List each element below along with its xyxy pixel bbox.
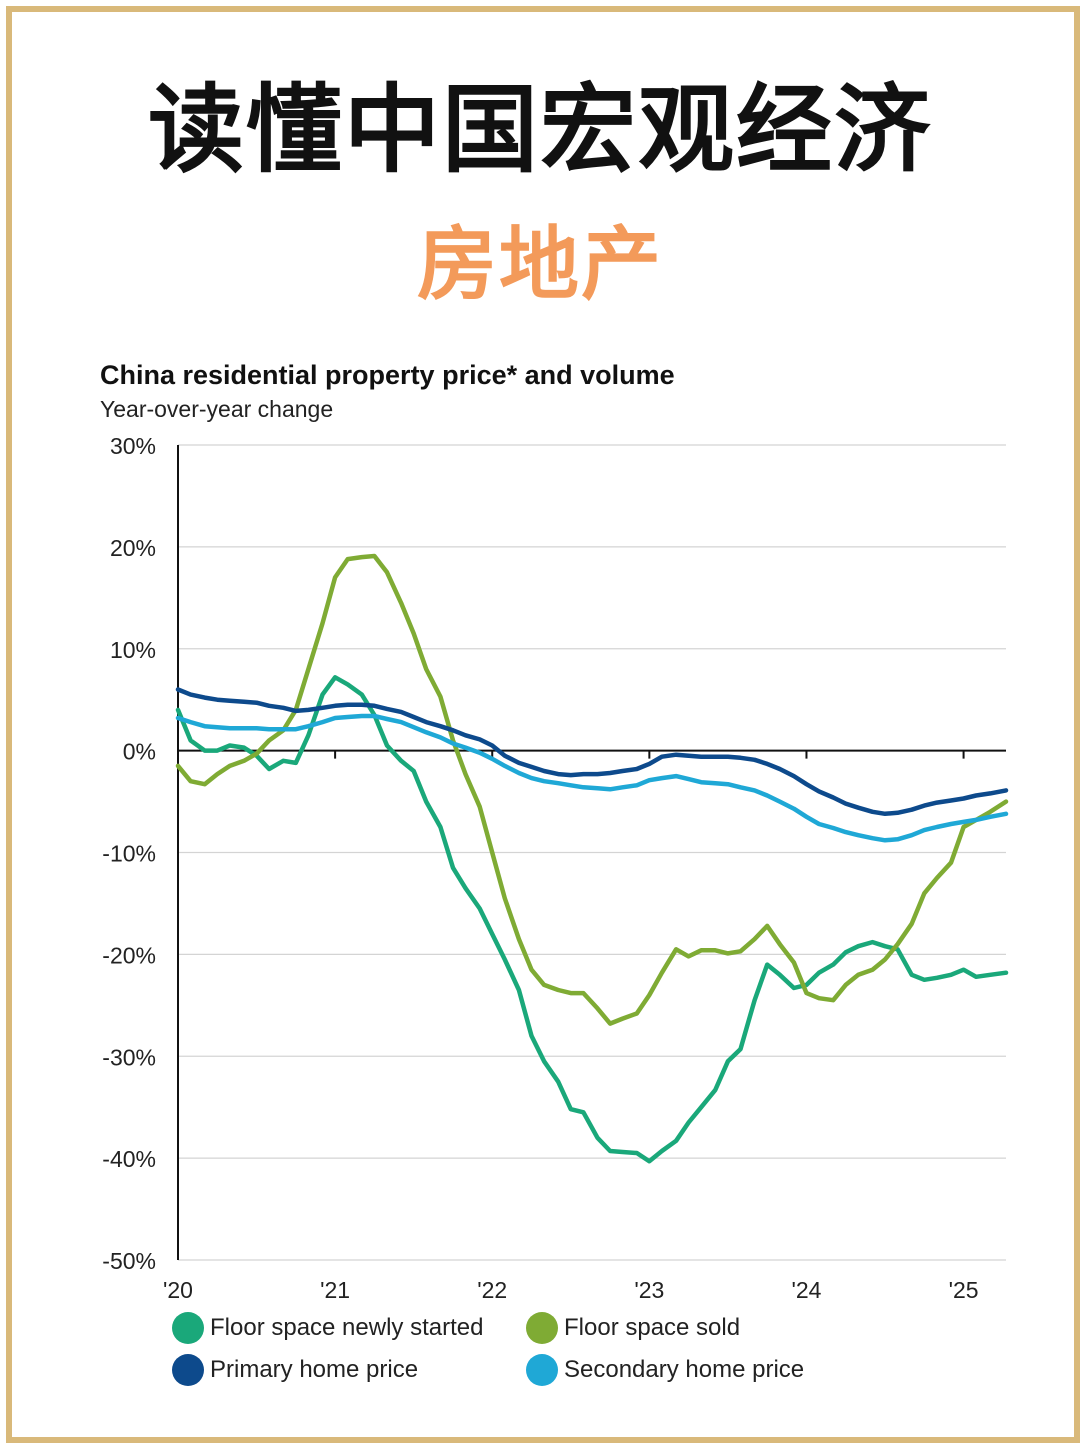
y-tick-label: -10% xyxy=(102,841,156,867)
page-title: 读懂中国宏观经济 xyxy=(148,73,932,186)
x-tick-label: '24 xyxy=(791,1277,821,1303)
y-tick-label: -30% xyxy=(102,1044,156,1070)
x-tick-label: '23 xyxy=(634,1277,664,1303)
legend-label-sold: Floor space sold xyxy=(564,1314,741,1341)
chart-subtitle: Year-over-year change xyxy=(100,396,334,422)
legend-label-newly-started: Floor space newly started xyxy=(210,1314,484,1341)
legend-swatch-secondary xyxy=(526,1354,558,1386)
y-tick-label: 20% xyxy=(110,535,156,561)
legend-item-secondary: Secondary home price xyxy=(526,1354,804,1386)
series-line-1 xyxy=(175,553,1009,1026)
x-tick-label: '21 xyxy=(320,1277,350,1303)
legend-swatch-primary xyxy=(172,1354,204,1386)
x-tick-label: '22 xyxy=(477,1277,507,1303)
legend-swatch-sold xyxy=(526,1312,558,1344)
y-tick-label: 10% xyxy=(110,637,156,663)
legend-swatch-newly-started xyxy=(172,1312,204,1344)
legend-label-primary: Primary home price xyxy=(210,1356,419,1383)
series-line-3 xyxy=(175,713,1009,843)
y-tick-label: -20% xyxy=(102,942,156,968)
y-tick-label: 30% xyxy=(110,433,156,459)
page-subtitle: 房地产 xyxy=(417,217,663,311)
series-line-2 xyxy=(175,687,1009,817)
y-tick-label: -40% xyxy=(102,1146,156,1172)
legend-item-newly-started: Floor space newly started xyxy=(172,1312,483,1344)
y-tick-label: -50% xyxy=(102,1248,156,1274)
legend-label-secondary: Secondary home price xyxy=(564,1356,805,1383)
decorative-frame xyxy=(6,6,1080,1443)
x-tick-label: '20 xyxy=(163,1277,193,1303)
series-line-0 xyxy=(175,675,1009,1164)
chart-title: China residential property price* and vo… xyxy=(100,360,675,390)
x-tick-label: '25 xyxy=(949,1277,979,1303)
legend-item-sold: Floor space sold xyxy=(526,1312,740,1344)
legend-item-primary: Primary home price xyxy=(172,1354,418,1386)
y-tick-label: 0% xyxy=(123,739,156,765)
